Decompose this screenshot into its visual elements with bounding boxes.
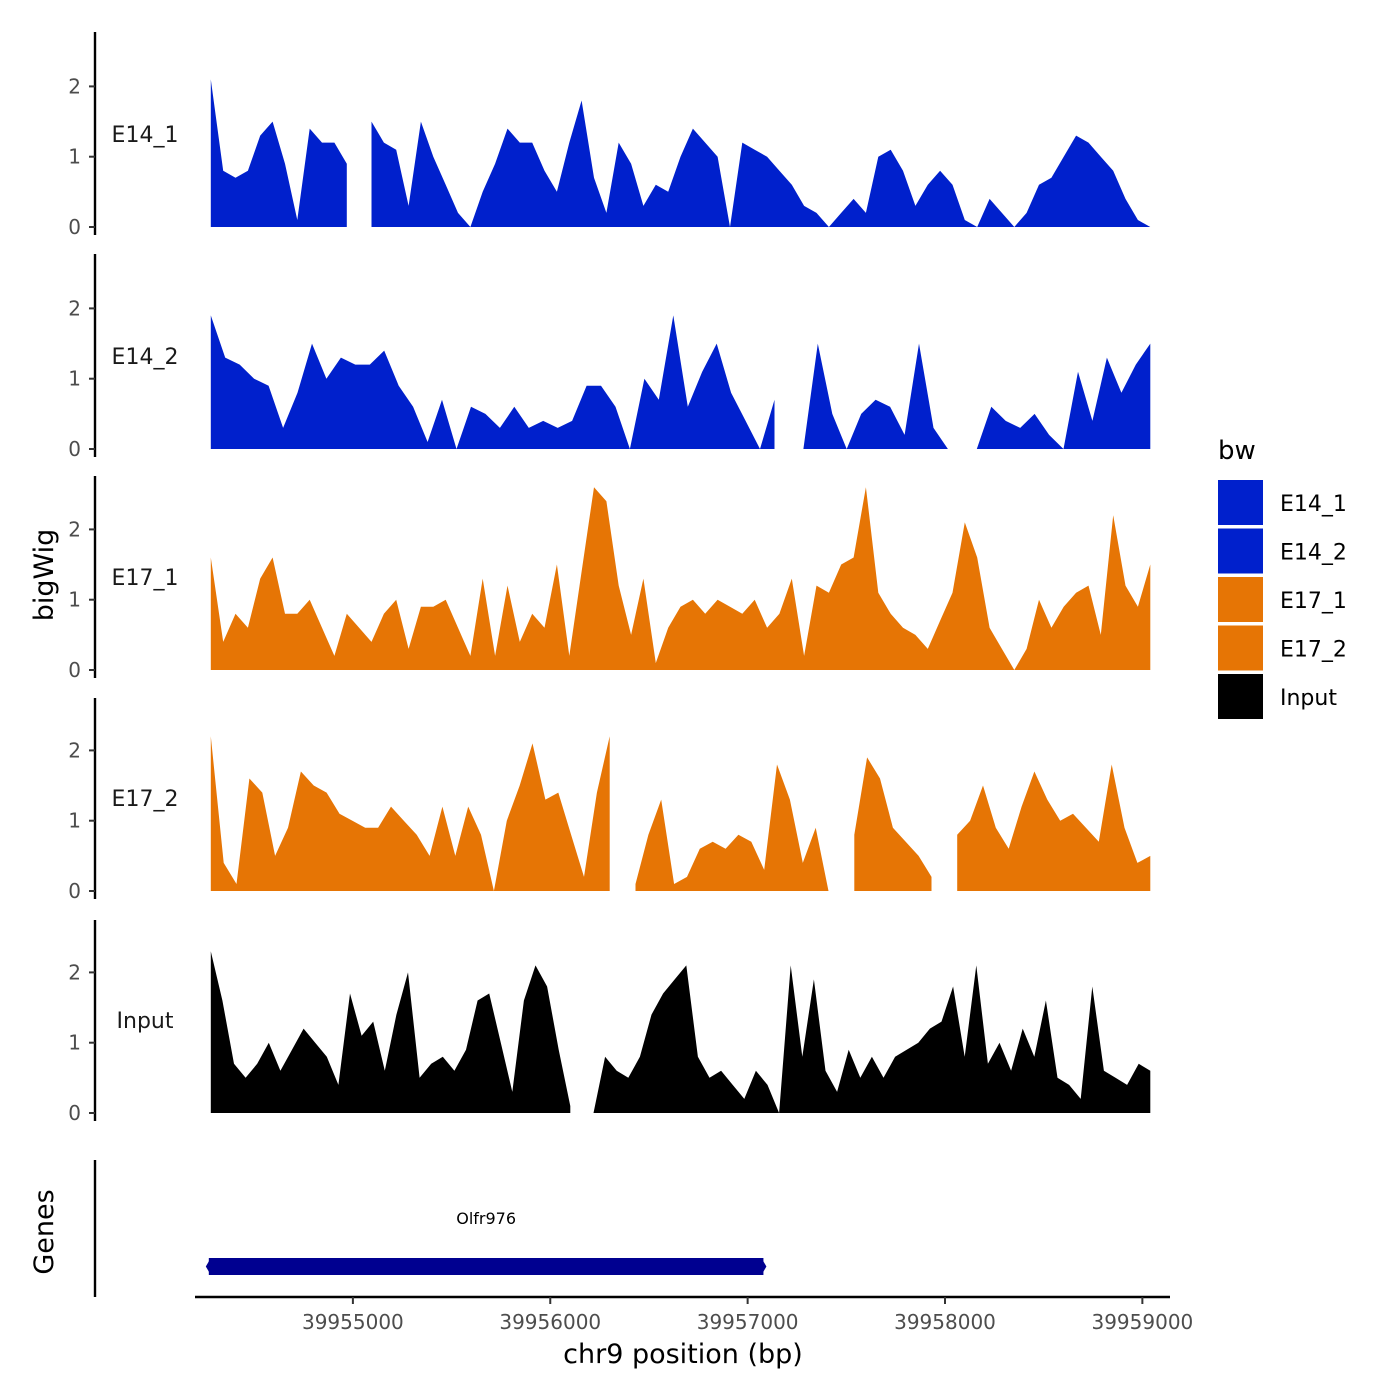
track-label-e14-1: E14_1 — [112, 123, 179, 148]
y-tick-label-e14-1-2: 2 — [68, 74, 81, 98]
y-tick-label-e14-1-0: 0 — [68, 215, 81, 239]
y-tick-label-e17-2-2: 2 — [68, 738, 81, 762]
legend-swatch-input — [1218, 674, 1263, 719]
area-e14-2 — [210, 315, 1151, 449]
track-label-e14-2: E14_2 — [112, 345, 179, 370]
x-axis: 39955000 39956000 39957000 39958000 39959000 — [195, 1295, 1193, 1334]
y-tick-label-input-0: 0 — [68, 1101, 81, 1125]
legend-swatch-e14-1 — [1218, 480, 1263, 525]
gene-end-cap-olfr976 — [761, 1258, 767, 1275]
track-input: 0 1 2 Input — [68, 920, 1151, 1125]
legend-swatch-e17-2 — [1218, 625, 1263, 671]
area-input — [210, 951, 1151, 1113]
track-label-e17-1: E17_1 — [112, 566, 179, 591]
y-tick-label-e14-2-1: 1 — [68, 367, 81, 391]
y-tick-label-e17-1-1: 1 — [68, 588, 81, 612]
gene-bar-olfr976 — [208, 1258, 764, 1275]
legend-label-e17-2: E17_2 — [1280, 638, 1347, 663]
track-label-e17-2: E17_2 — [112, 787, 179, 812]
track-panels: 0 1 2 E14_1 0 1 2 E14_2 0 1 2 E17_1 0 1 2 E17_2 0 1 2 Input — [68, 32, 1151, 1125]
legend-swatch-e17-1 — [1218, 577, 1263, 622]
track-e17-1: 0 1 2 E17_1 — [68, 476, 1151, 682]
x-tick-label-39959000: 39959000 — [1091, 1310, 1193, 1334]
legend: bw E14_1 E14_2 E17_1 E17_2 Input — [1218, 436, 1347, 719]
track-label-input: Input — [117, 1009, 174, 1034]
y-tick-label-input-1: 1 — [68, 1031, 81, 1055]
gene-start-cap-olfr976 — [205, 1258, 211, 1275]
legend-swatch-e14-2 — [1218, 528, 1263, 574]
legend-label-e17-1: E17_1 — [1280, 589, 1347, 614]
area-e17-1 — [210, 487, 1151, 670]
y-tick-label-e14-2-0: 0 — [68, 437, 81, 461]
y-tick-label-e14-2-2: 2 — [68, 296, 81, 320]
y-tick-label-e17-1-2: 2 — [68, 517, 81, 541]
y-tick-label-input-2: 2 — [68, 960, 81, 984]
x-tick-label-39956000: 39956000 — [499, 1310, 601, 1334]
genes-axis-title: Genes — [29, 1189, 60, 1274]
legend-label-input: Input — [1280, 686, 1337, 711]
y-tick-label-e17-2-1: 1 — [68, 809, 81, 833]
legend-label-e14-2: E14_2 — [1280, 541, 1347, 566]
track-e14-2: 0 1 2 E14_2 — [68, 254, 1151, 461]
y-tick-label-e17-2-0: 0 — [68, 879, 81, 903]
area-e17-2 — [210, 736, 1151, 891]
area-e14-1 — [210, 79, 1151, 228]
x-axis-title: chr9 position (bp) — [563, 1339, 803, 1370]
x-tick-label-39955000: 39955000 — [302, 1310, 404, 1334]
track-e17-2: 0 1 2 E17_2 — [68, 698, 1151, 903]
x-tick-label-39957000: 39957000 — [697, 1310, 799, 1334]
gene-label-olfr976: Olfr976 — [456, 1209, 516, 1228]
legend-title: bw — [1218, 436, 1256, 466]
legend-label-e14-1: E14_1 — [1280, 492, 1347, 517]
y-tick-label-e17-1-0: 0 — [68, 658, 81, 682]
track-e14-1: 0 1 2 E14_1 — [68, 32, 1151, 239]
y-axis-title: bigWig — [29, 529, 60, 622]
x-tick-label-39958000: 39958000 — [894, 1310, 996, 1334]
genes-panel: Olfr976 — [93, 1160, 767, 1297]
y-tick-label-e14-1-1: 1 — [68, 145, 81, 169]
